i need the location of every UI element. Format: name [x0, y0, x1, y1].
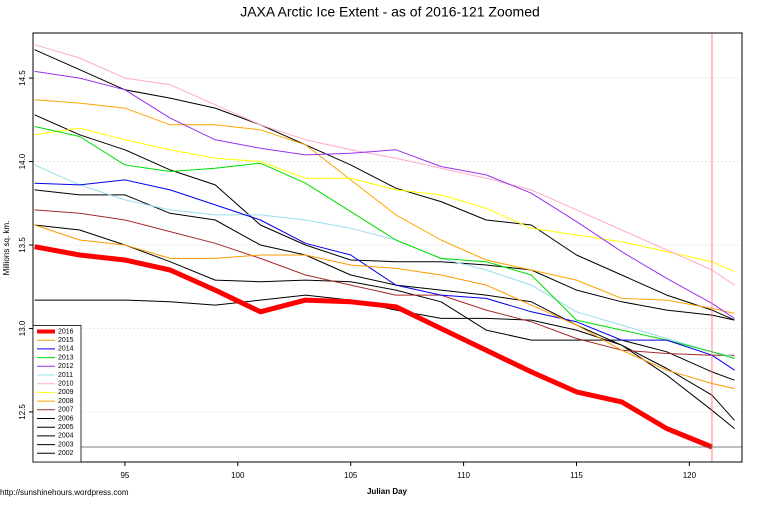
series-line [34, 244, 713, 450]
x-tick-label: 115 [570, 471, 583, 480]
legend-label: 2007 [58, 407, 74, 414]
source-note: http://sunshinehours.wordpress.com [0, 488, 129, 497]
x-tick-label: 100 [231, 471, 245, 480]
legend-label: 2006 [58, 415, 74, 422]
series-line [34, 224, 735, 390]
legend-label: 2003 [58, 441, 74, 448]
x-tick-label: 105 [344, 471, 358, 480]
y-tick-label: 14.5 [18, 70, 27, 86]
legend-box [32, 325, 82, 463]
series-line [34, 224, 735, 381]
legend-label: 2015 [58, 337, 74, 344]
y-axis-label: Millions sq. km. [2, 221, 11, 276]
series-line [34, 114, 735, 321]
chart-title: JAXA Arctic Ice Extent - as of 2016-121 … [240, 4, 540, 20]
legend-label: 2005 [58, 424, 74, 431]
series-line [34, 209, 735, 356]
x-tick-label: 110 [457, 471, 470, 480]
x-tick-label: 120 [683, 471, 697, 480]
series-line [34, 99, 735, 314]
series-line [34, 126, 735, 359]
legend-label: 2009 [58, 389, 74, 396]
legend-label: 2011 [58, 372, 73, 379]
legend-label: 2008 [58, 398, 74, 405]
legend-label: 2010 [58, 381, 74, 388]
series-line [34, 179, 735, 371]
y-tick-label: 12.5 [18, 404, 27, 420]
legend-label: 2012 [58, 363, 74, 370]
y-tick-label: 13.0 [18, 320, 27, 336]
series-line [34, 70, 735, 319]
plot-frame [32, 32, 743, 463]
x-tick-label: 95 [120, 471, 129, 480]
legend-label: 2016 [58, 328, 74, 335]
x-axis-label: Julian Day [367, 487, 408, 496]
legend-label: 2002 [58, 450, 74, 457]
series-line [34, 127, 735, 273]
legend-label: 2004 [58, 433, 74, 440]
series-line [34, 49, 735, 321]
legend-label: 2014 [58, 346, 74, 353]
series-line [34, 294, 735, 429]
y-tick-label: 14.0 [18, 153, 27, 169]
legend-label: 2013 [58, 354, 74, 361]
y-tick-label: 13.5 [18, 237, 27, 253]
series-line [34, 44, 735, 286]
